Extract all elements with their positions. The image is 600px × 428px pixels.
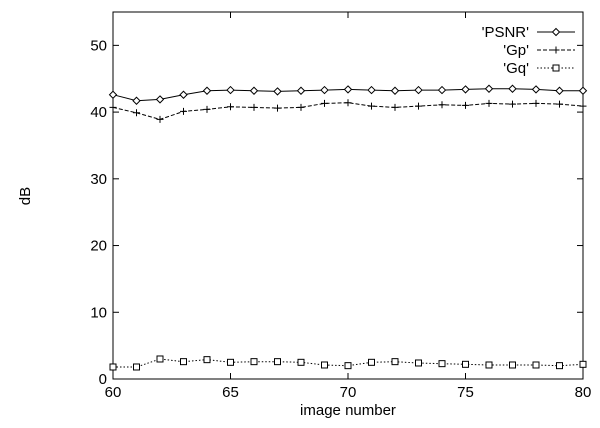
data-point-diamond — [202, 86, 212, 95]
data-point-plus — [203, 105, 211, 113]
data-point-plus — [485, 99, 493, 107]
y-tick-label: 20 — [90, 238, 107, 255]
data-point-diamond — [414, 85, 423, 95]
data-point-plus — [180, 107, 187, 115]
x-tick-label: 80 — [575, 384, 592, 401]
data-point-square — [462, 360, 469, 368]
data-point-plus — [415, 102, 422, 110]
data-point-plus — [552, 46, 560, 54]
data-point-diamond — [108, 90, 118, 99]
data-point-diamond — [155, 95, 165, 104]
data-point-diamond — [484, 84, 494, 93]
data-point-plus — [532, 99, 540, 107]
data-point-square — [552, 64, 560, 72]
data-point-plus — [109, 103, 117, 111]
legend-label: 'Gq' — [503, 60, 529, 77]
legend-label: 'Gp' — [503, 42, 529, 59]
data-point-diamond — [551, 27, 561, 37]
data-point-square — [250, 358, 258, 366]
data-point-square — [391, 358, 399, 366]
data-point-plus — [156, 115, 164, 123]
y-tick-label: 50 — [90, 37, 107, 54]
y-tick-label: 40 — [90, 104, 107, 121]
series-3 — [109, 355, 587, 371]
data-point-square — [438, 360, 446, 368]
data-point-diamond — [390, 86, 400, 95]
x-axis-title: image number — [300, 402, 396, 419]
series-2 — [109, 99, 587, 123]
data-point-square — [180, 358, 187, 366]
data-point-square — [133, 363, 140, 371]
data-point-square — [509, 361, 516, 369]
legend-entry: 'PSNR' — [482, 24, 575, 41]
y-axis-title: dB — [17, 187, 34, 205]
data-point-plus — [462, 101, 469, 109]
data-point-plus — [391, 103, 399, 111]
x-tick-label: 60 — [105, 384, 122, 401]
data-point-plus — [368, 102, 375, 110]
y-tick-label: 30 — [90, 171, 107, 188]
data-point-plus — [274, 104, 281, 112]
data-point-diamond — [273, 87, 282, 96]
y-tick-label: 0 — [99, 371, 107, 388]
data-point-diamond — [555, 86, 564, 95]
data-point-diamond — [226, 85, 235, 95]
data-point-diamond — [343, 85, 353, 94]
data-point-square — [321, 361, 328, 369]
data-point-square — [203, 356, 211, 364]
data-point-diamond — [249, 86, 259, 95]
legend-entry: 'Gp' — [503, 42, 575, 59]
legend-entry: 'Gq' — [503, 60, 575, 77]
data-point-diamond — [531, 85, 541, 94]
x-tick-label: 65 — [222, 384, 239, 401]
legend: 'PSNR''Gp''Gq' — [482, 24, 575, 77]
series-1 — [108, 84, 588, 105]
axis-ticks: 0 10 20 30 40 50 60 65 70 75 80 — [90, 12, 591, 401]
data-point-plus — [579, 102, 587, 110]
data-point-square — [344, 362, 352, 370]
data-point-diamond — [508, 84, 517, 93]
data-point-plus — [133, 109, 140, 117]
data-point-square — [109, 363, 117, 371]
data-point-diamond — [437, 85, 447, 95]
data-point-diamond — [132, 96, 141, 105]
data-point-plus — [438, 101, 446, 109]
data-point-plus — [250, 103, 258, 111]
data-point-diamond — [367, 85, 376, 95]
data-point-square — [156, 355, 164, 363]
data-point-square — [556, 362, 563, 370]
series-layer — [108, 84, 588, 371]
data-point-plus — [509, 100, 516, 108]
data-point-plus — [297, 103, 305, 111]
y-tick-label: 10 — [90, 304, 107, 321]
data-point-square — [368, 358, 375, 366]
data-point-square — [485, 361, 493, 369]
data-point-plus — [321, 99, 328, 107]
data-point-plus — [227, 103, 234, 111]
data-point-diamond — [578, 86, 588, 95]
data-point-diamond — [320, 85, 329, 95]
data-point-diamond — [179, 90, 188, 99]
data-point-diamond — [296, 86, 306, 95]
data-point-square — [297, 358, 305, 366]
data-point-square — [227, 358, 234, 366]
data-point-square — [532, 361, 540, 369]
series-line — [112, 102, 584, 120]
data-point-square — [274, 358, 281, 366]
data-point-plus — [556, 100, 563, 108]
data-point-square — [415, 359, 422, 367]
x-tick-label: 75 — [457, 384, 474, 401]
data-point-diamond — [461, 85, 470, 94]
data-point-square — [579, 360, 587, 368]
data-point-plus — [344, 99, 352, 107]
x-tick-label: 70 — [340, 384, 357, 401]
legend-label: 'PSNR' — [482, 24, 530, 41]
